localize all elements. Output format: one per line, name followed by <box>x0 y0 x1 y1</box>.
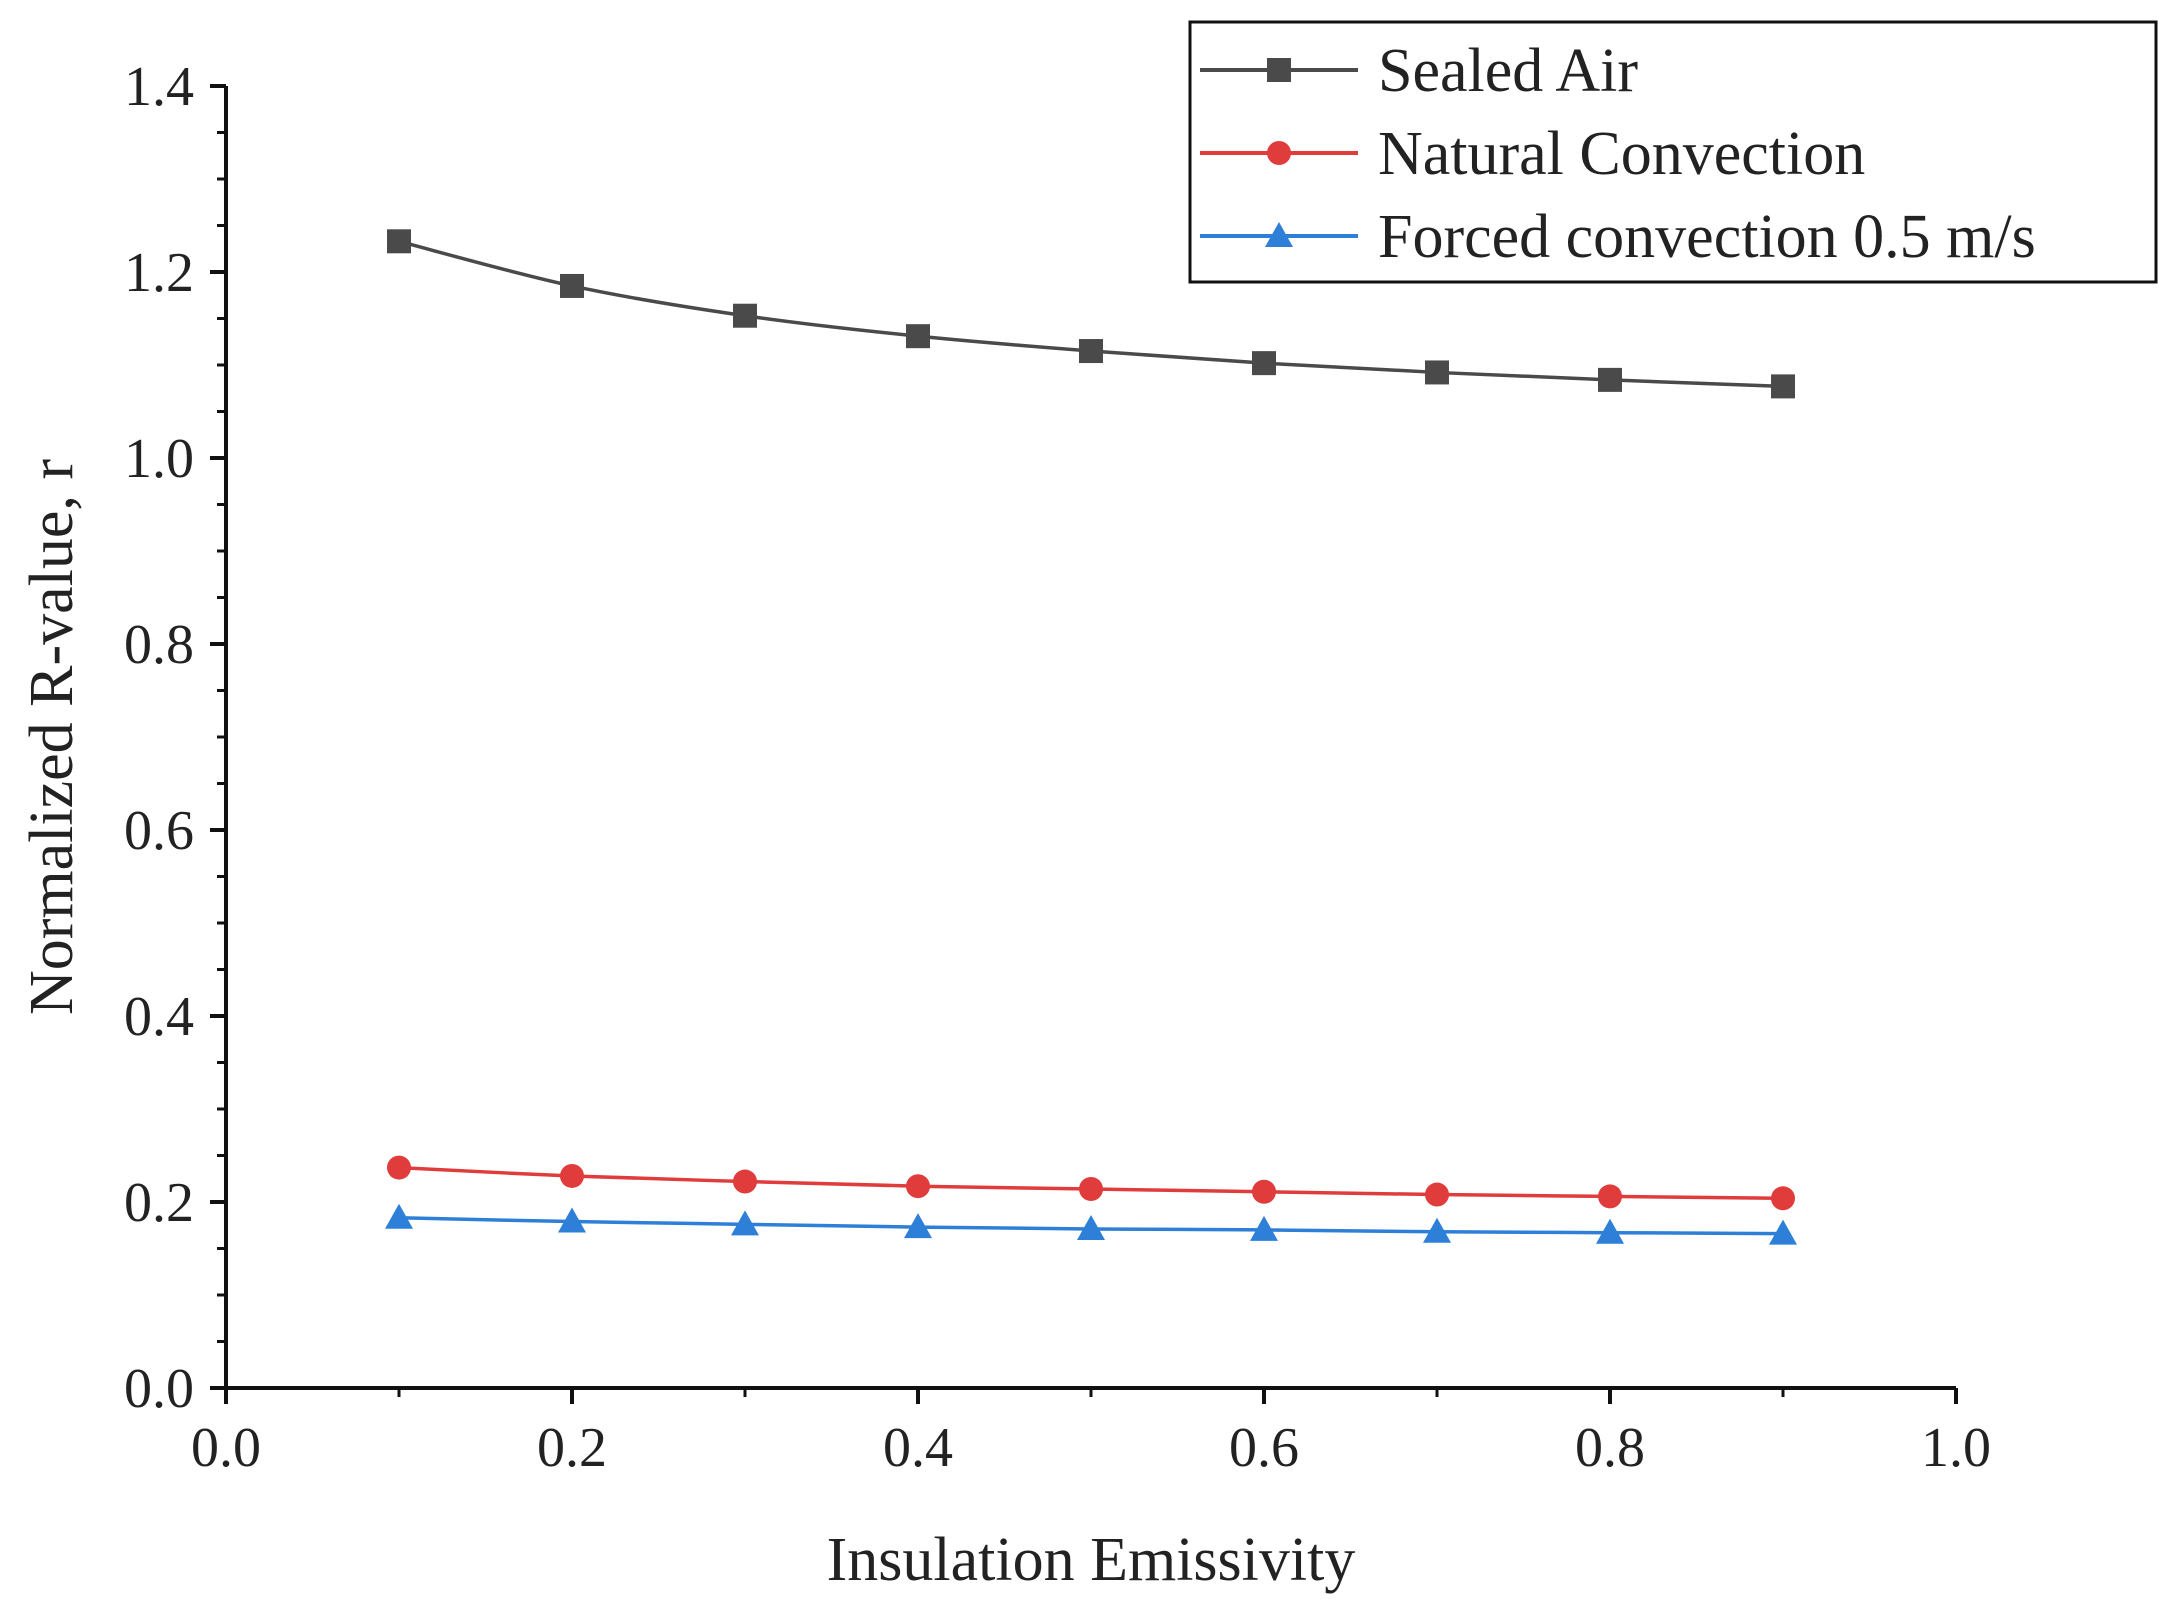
data-point-sealed-air <box>560 273 584 298</box>
data-point-natural-convection <box>1079 1176 1103 1201</box>
axes <box>224 86 1956 1390</box>
data-point-forced-convection-0-5-m-s <box>1423 1217 1451 1243</box>
data-point-sealed-air <box>1425 360 1449 385</box>
y-tick-label: 0.6 <box>124 800 194 862</box>
y-tick-label: 1.4 <box>124 56 194 118</box>
data-point-natural-convection <box>1425 1182 1449 1207</box>
y-axis-title: Normalized R-value, r <box>18 459 86 1015</box>
legend-label-sealed-air: Sealed Air <box>1378 37 1638 105</box>
legend-label-natural-convection: Natural Convection <box>1378 120 1865 188</box>
data-point-natural-convection <box>387 1155 411 1180</box>
data-point-forced-convection-0-5-m-s <box>385 1203 413 1229</box>
legend-label-forced-convection-0-5-m-s: Forced convection 0.5 m/s <box>1378 203 2036 271</box>
y-tick-label: 0.8 <box>124 614 194 676</box>
y-tick-label: 0.2 <box>124 1172 194 1234</box>
data-point-sealed-air <box>387 229 411 254</box>
data-point-sealed-air <box>906 324 930 349</box>
x-tick-label: 1.0 <box>1921 1417 1991 1479</box>
data-point-sealed-air <box>1771 374 1795 399</box>
data-point-natural-convection <box>1252 1179 1276 1204</box>
x-tick-label: 0.8 <box>1575 1417 1645 1479</box>
data-point-sealed-air <box>733 303 757 328</box>
data-point-natural-convection <box>733 1169 757 1194</box>
data-point-natural-convection <box>906 1174 930 1199</box>
legend: Sealed Air Natural Convection Forced conve… <box>1188 20 2158 284</box>
x-axis-title: Insulation Emissivity <box>827 1526 1356 1594</box>
data-point-sealed-air <box>1252 351 1276 376</box>
data-point-natural-convection <box>560 1163 584 1188</box>
data-point-forced-convection-0-5-m-s <box>1250 1215 1278 1241</box>
data-point-forced-convection-0-5-m-s <box>1077 1214 1105 1240</box>
x-tick-label: 0.6 <box>1229 1417 1299 1479</box>
data-point-forced-convection-0-5-m-s <box>1769 1219 1797 1245</box>
data-point-natural-convection <box>1771 1186 1795 1211</box>
y-tick-label: 1.2 <box>124 242 194 304</box>
legend-marker-natural-convection <box>1267 141 1291 165</box>
data-point-sealed-air <box>1079 339 1103 364</box>
x-tick-label: 0.0 <box>191 1417 261 1479</box>
x-tick-label: 0.2 <box>537 1417 607 1479</box>
data-point-forced-convection-0-5-m-s <box>904 1213 932 1239</box>
data-point-forced-convection-0-5-m-s <box>1596 1218 1624 1244</box>
y-tick-label: 0.0 <box>124 1358 194 1420</box>
data-point-forced-convection-0-5-m-s <box>558 1207 586 1233</box>
axis-ticks: 0.0 0.2 0.4 0.6 0.8 1.0 1.2 1.4 0.0 0.2 0.4 0.6 0.8 1… <box>124 56 1991 1479</box>
x-tick-label: 0.4 <box>883 1417 953 1479</box>
y-tick-label: 1.0 <box>124 428 194 490</box>
legend-marker-sealed-air <box>1267 58 1291 82</box>
legend-marker-forced-convection-0-5-m-s <box>1265 222 1293 247</box>
data-point-sealed-air <box>1598 367 1622 392</box>
data-point-natural-convection <box>1598 1184 1622 1209</box>
data-point-forced-convection-0-5-m-s <box>731 1210 759 1236</box>
series-lines <box>398 239 1784 1236</box>
y-tick-label: 0.4 <box>124 986 194 1048</box>
series-markers <box>385 229 1797 1245</box>
